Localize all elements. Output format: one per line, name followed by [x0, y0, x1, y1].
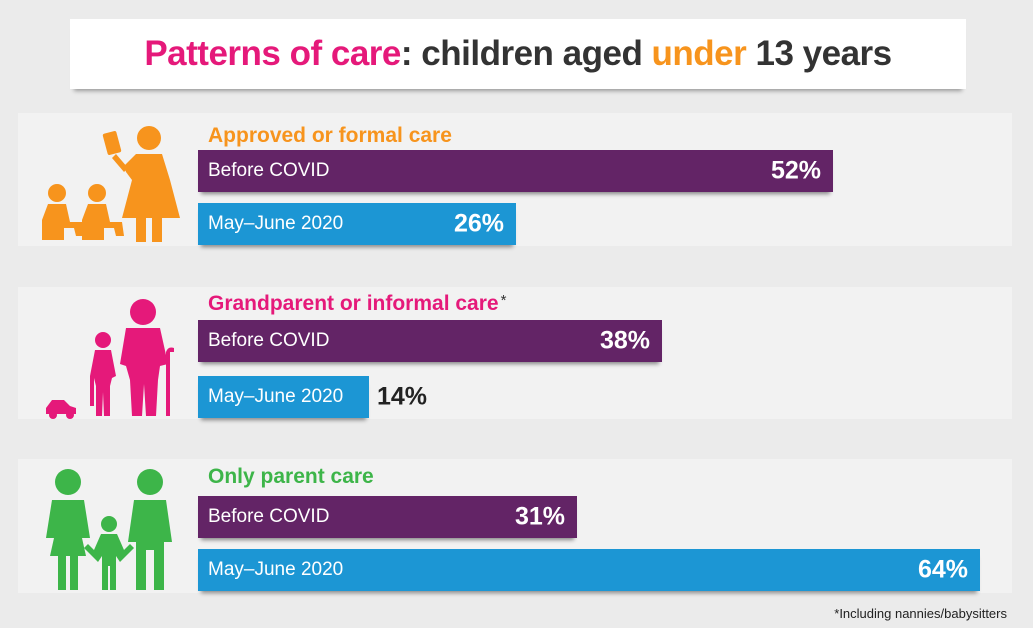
title-part-children: : children aged: [400, 34, 652, 73]
group-title-parent-care: Only parent care: [208, 465, 374, 488]
bar-value: 14%: [377, 382, 428, 411]
title-part-patterns: Patterns of care: [144, 34, 401, 73]
carer-with-children-icon: [42, 126, 180, 242]
bar-informal-before: Before COVID 38%: [198, 320, 662, 362]
footnote: *Including nannies/babysitters: [834, 606, 1007, 621]
title-part-years: 13 years: [746, 34, 893, 73]
bar-value: 64%: [917, 555, 968, 584]
bar-label: Before COVID: [208, 160, 330, 181]
bar-label: Before COVID: [208, 506, 330, 527]
group-title-informal-care: Grandparent or informal care *: [208, 292, 506, 316]
footnote-marker: *: [500, 292, 507, 309]
bar-formal-may-june: May–June 2020 26%: [198, 203, 516, 245]
chart-title: Patterns of care: children aged under 13…: [70, 19, 966, 89]
bar-label: May–June 2020: [208, 386, 344, 407]
bar-parent-before: Before COVID 31%: [198, 496, 577, 538]
title-part-under: under: [651, 34, 747, 73]
bar-value: 31%: [514, 502, 565, 531]
bar-value: 38%: [599, 326, 650, 355]
group-title-text: Grandparent or informal care: [208, 292, 499, 315]
bar-formal-before: Before COVID 52%: [198, 150, 833, 192]
bar-value: 26%: [453, 209, 504, 238]
group-title-formal-care: Approved or formal care: [208, 124, 452, 147]
bar-label: May–June 2020: [208, 559, 344, 580]
family-icon: [46, 469, 172, 590]
bar-value: 52%: [770, 156, 821, 185]
grandparent-with-child-icon: [46, 299, 174, 419]
bar-label: May–June 2020: [208, 213, 344, 234]
bar-informal-may-june: May–June 2020 14%: [198, 376, 427, 418]
bar-parent-may-june: May–June 2020 64%: [198, 549, 980, 591]
bar-label: Before COVID: [208, 330, 330, 351]
